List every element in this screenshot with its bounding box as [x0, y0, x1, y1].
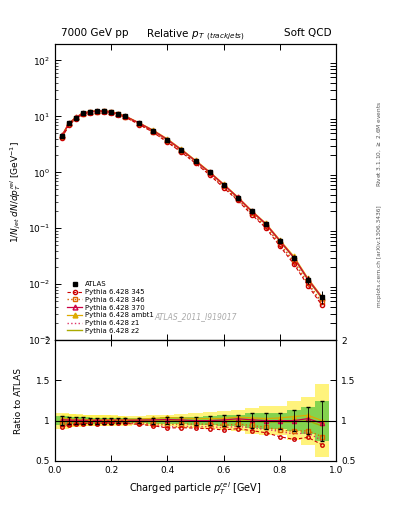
Legend: ATLAS, Pythia 6.428 345, Pythia 6.428 346, Pythia 6.428 370, Pythia 6.428 ambt1,: ATLAS, Pythia 6.428 345, Pythia 6.428 34… [67, 282, 154, 334]
Text: Soft QCD: Soft QCD [285, 28, 332, 38]
Y-axis label: Ratio to ATLAS: Ratio to ATLAS [14, 368, 23, 434]
X-axis label: Charged particle $p_T^{rel}$ [GeV]: Charged particle $p_T^{rel}$ [GeV] [129, 480, 262, 497]
Y-axis label: $1/N_{jet}$ $dN/dp_T^{rel}$ [GeV$^{-1}$]: $1/N_{jet}$ $dN/dp_T^{rel}$ [GeV$^{-1}$] [8, 141, 23, 243]
Text: ATLAS_2011_I919017: ATLAS_2011_I919017 [154, 312, 237, 321]
Text: 7000 GeV pp: 7000 GeV pp [61, 28, 129, 38]
Text: Rivet 3.1.10, $\geq$ 2.6M events: Rivet 3.1.10, $\geq$ 2.6M events [375, 100, 383, 186]
Text: mcplots.cern.ch [arXiv:1306.3436]: mcplots.cern.ch [arXiv:1306.3436] [377, 205, 382, 307]
Title: Relative $p_{T}$ $_{(track jets)}$: Relative $p_{T}$ $_{(track jets)}$ [146, 28, 245, 44]
